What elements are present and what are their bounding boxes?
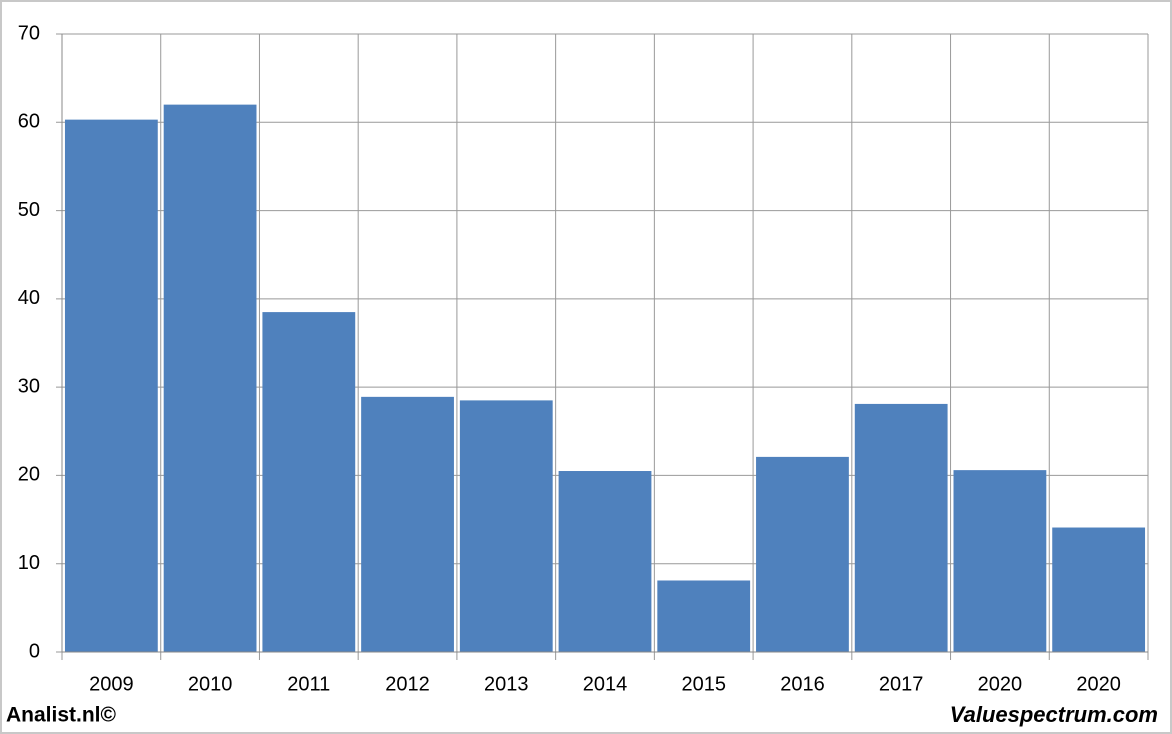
y-tick-label: 20 bbox=[18, 464, 40, 486]
bar bbox=[361, 396, 454, 652]
x-tick-label: 2009 bbox=[89, 673, 134, 695]
y-tick-label: 10 bbox=[18, 552, 40, 574]
bar bbox=[1052, 527, 1146, 652]
x-tick-label: 2010 bbox=[188, 673, 233, 695]
source-right: Valuespectrum.com bbox=[950, 702, 1158, 727]
bar bbox=[953, 470, 1047, 652]
x-tick-label: 2015 bbox=[681, 673, 726, 695]
y-tick-label: 70 bbox=[18, 22, 40, 44]
x-tick-label: 2020 bbox=[1076, 673, 1121, 695]
x-tick-label: 2014 bbox=[583, 673, 628, 695]
x-tick-label: 2016 bbox=[780, 673, 825, 695]
y-tick-label: 40 bbox=[18, 287, 40, 309]
bar bbox=[64, 119, 158, 652]
bar bbox=[657, 580, 751, 652]
bar bbox=[262, 312, 356, 652]
bar bbox=[163, 104, 257, 653]
x-tick-label: 2017 bbox=[879, 673, 924, 695]
y-tick-label: 30 bbox=[18, 375, 40, 397]
x-tick-label: 2020 bbox=[978, 673, 1023, 695]
bar bbox=[854, 403, 948, 652]
bar bbox=[558, 471, 652, 652]
y-tick-label: 0 bbox=[29, 640, 40, 662]
x-tick-label: 2012 bbox=[385, 673, 430, 695]
x-tick-label: 2011 bbox=[287, 673, 330, 695]
x-tick-label: 2013 bbox=[484, 673, 529, 695]
source-left: Analist.nl© bbox=[6, 704, 117, 727]
y-tick-label: 60 bbox=[18, 111, 40, 133]
y-tick-label: 50 bbox=[18, 199, 40, 221]
bar bbox=[459, 400, 553, 652]
bar bbox=[756, 456, 849, 652]
